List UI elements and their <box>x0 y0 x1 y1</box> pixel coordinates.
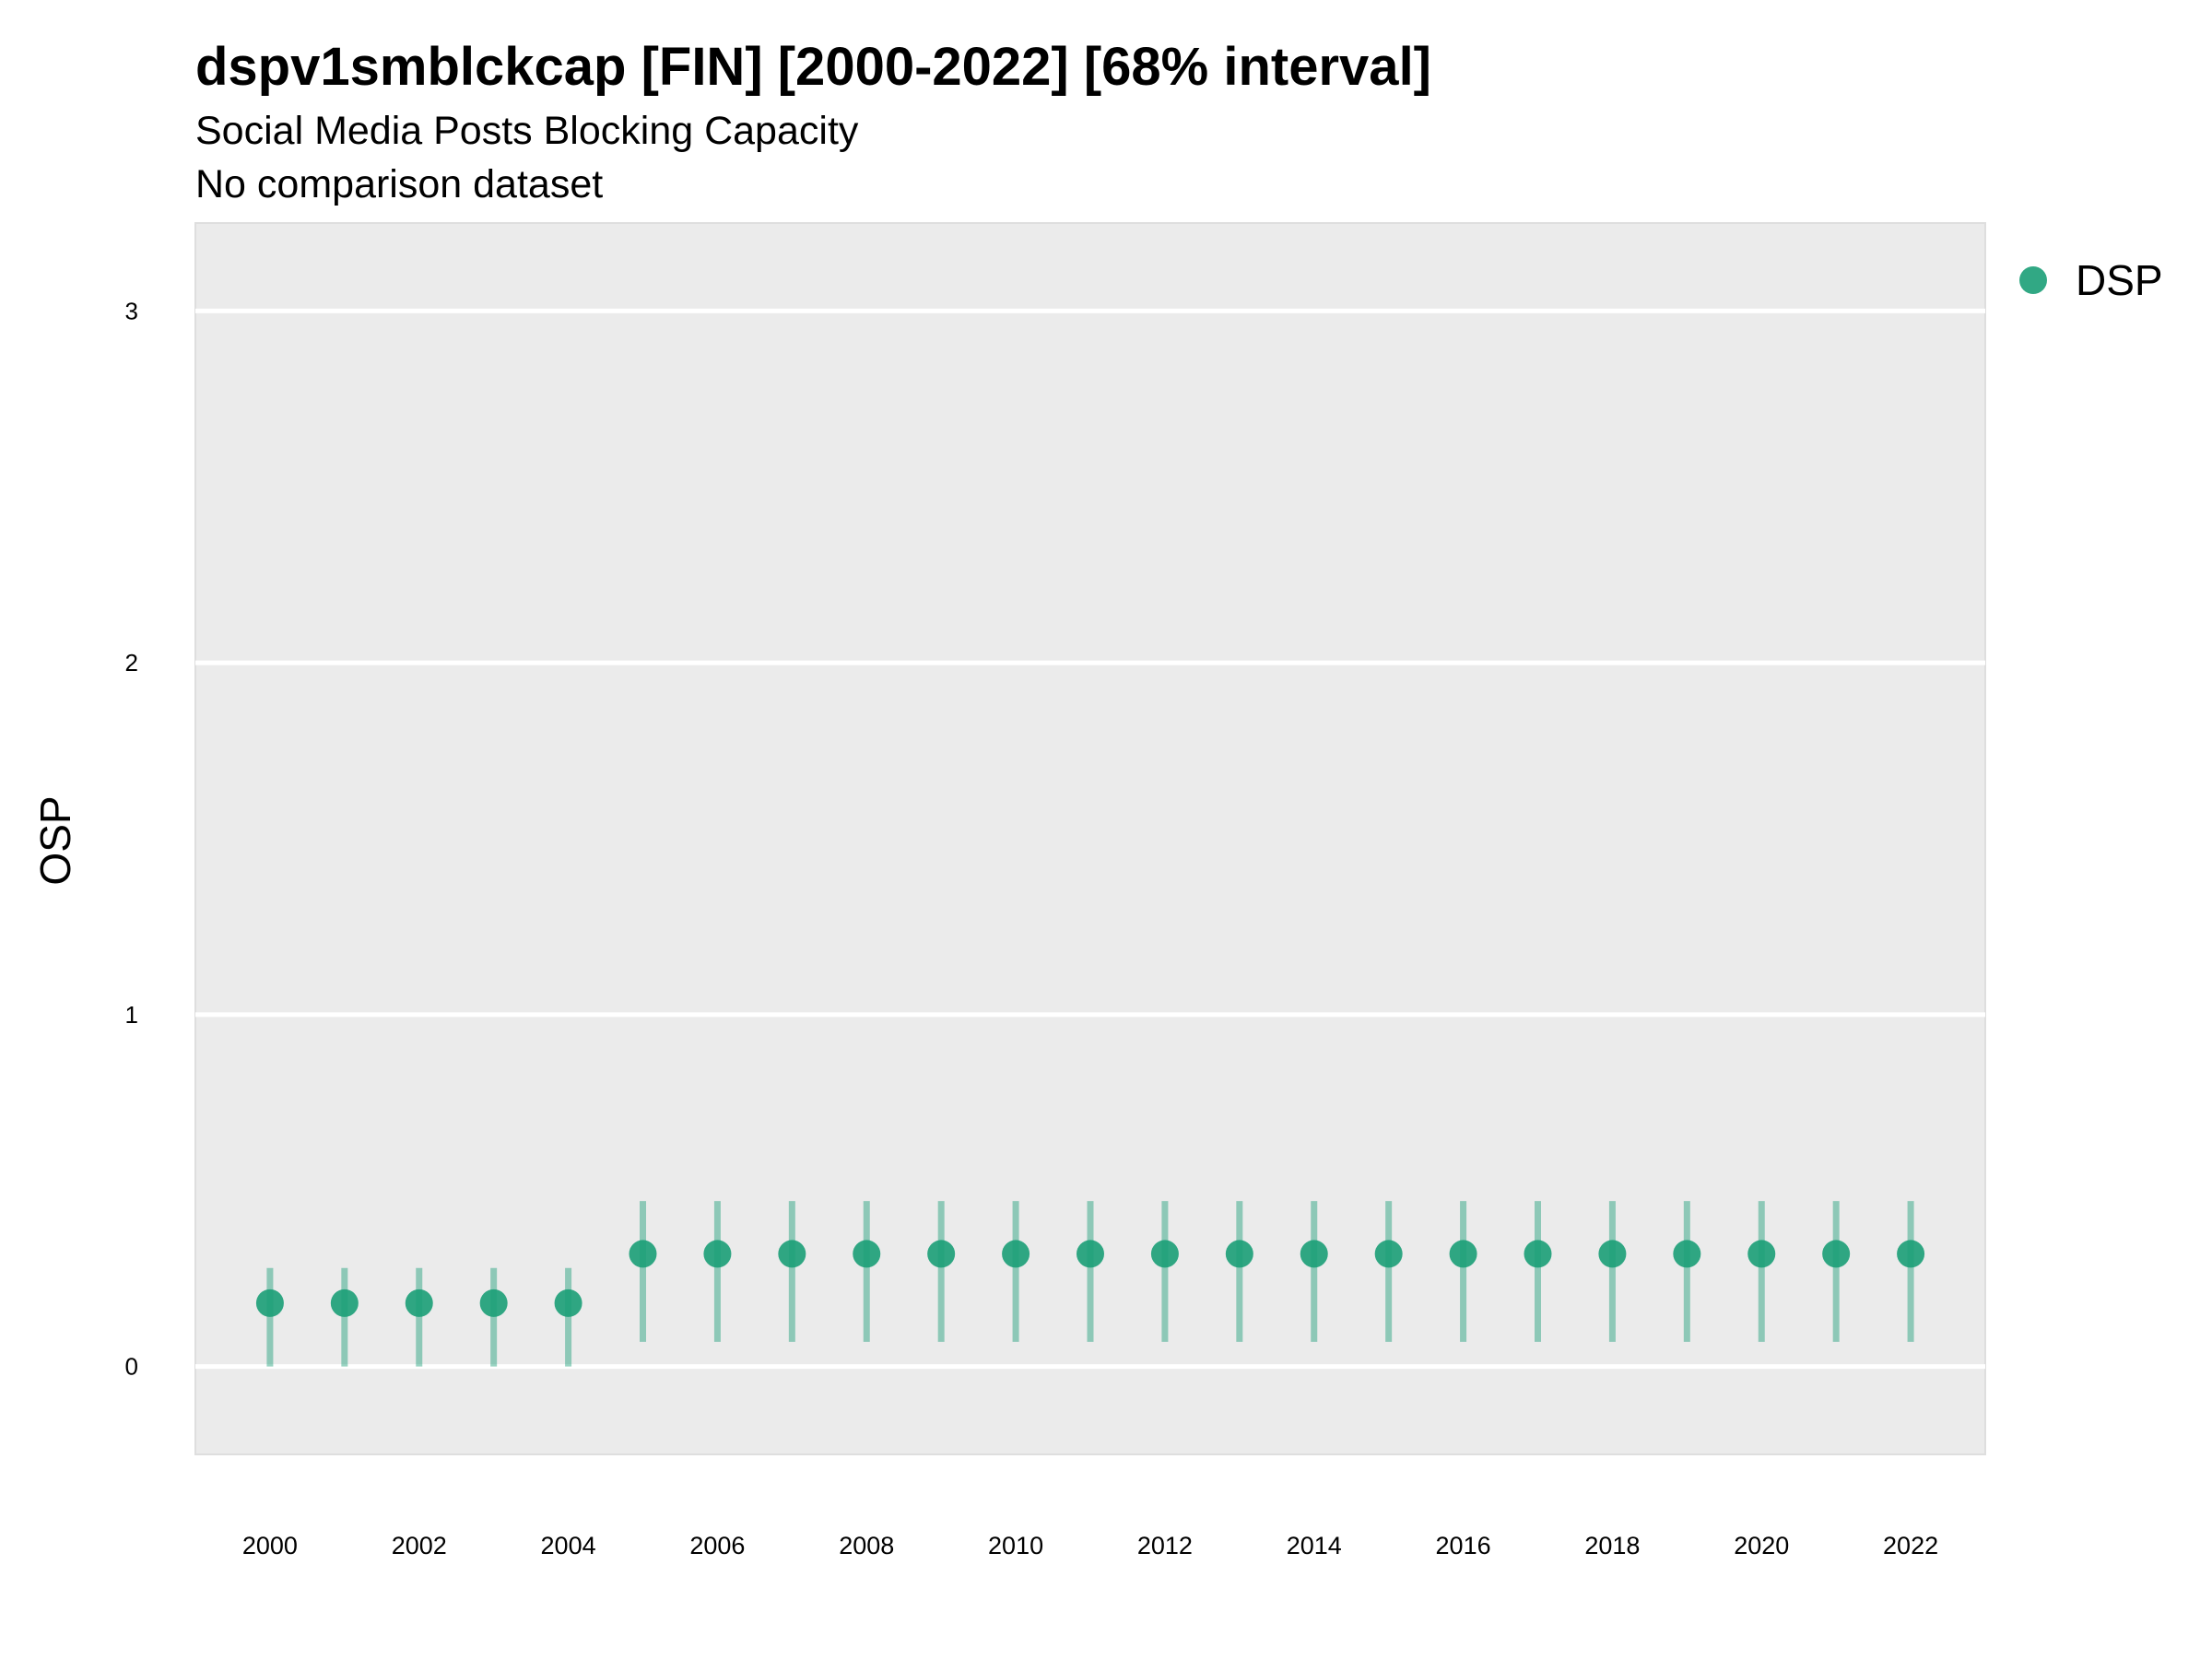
y-tick-label: 3 <box>125 297 138 324</box>
x-tick-label: 2018 <box>1584 1532 1640 1559</box>
x-tick-label: 2004 <box>541 1532 596 1559</box>
x-tick-label: 2020 <box>1734 1532 1789 1559</box>
data-point <box>1374 1240 1403 1268</box>
x-tick-label: 2002 <box>392 1532 447 1559</box>
data-point <box>853 1240 881 1268</box>
data-point <box>1524 1240 1552 1268</box>
data-point <box>629 1240 657 1268</box>
data-points <box>255 1240 1925 1317</box>
data-point <box>703 1240 732 1268</box>
x-tick-label: 2010 <box>988 1532 1043 1559</box>
data-point <box>927 1240 956 1268</box>
error-bars <box>266 1201 1914 1367</box>
data-point <box>1598 1240 1627 1268</box>
x-tick-labels: 2000 2002 2004 2006 2008 2010 2012 2014 2016 2018… <box>242 1532 1938 1559</box>
data-point <box>554 1288 582 1317</box>
data-point <box>255 1288 284 1317</box>
x-tick-label: 2008 <box>839 1532 894 1559</box>
chart-caption: No comparison dataset <box>195 162 603 206</box>
legend-marker <box>2019 266 2047 294</box>
x-tick-label: 2022 <box>1883 1532 1938 1559</box>
y-tick-labels: 0 1 2 3 <box>125 297 138 1380</box>
data-point <box>1077 1240 1104 1268</box>
data-point <box>1300 1240 1328 1268</box>
data-point <box>1002 1240 1030 1268</box>
data-point <box>1449 1240 1477 1268</box>
data-point <box>778 1240 806 1268</box>
y-axis-label: OSP <box>31 795 79 885</box>
x-tick-label: 2016 <box>1436 1532 1491 1559</box>
data-point <box>405 1288 433 1317</box>
legend: DSP <box>2019 256 2163 304</box>
x-tick-label: 2014 <box>1287 1532 1342 1559</box>
data-point <box>1822 1240 1851 1268</box>
x-tick-label: 2012 <box>1137 1532 1193 1559</box>
data-point <box>479 1288 508 1317</box>
y-tick-label: 0 <box>125 1353 138 1381</box>
x-tick-label: 2006 <box>689 1532 745 1559</box>
x-tick-label: 2000 <box>242 1532 298 1559</box>
y-tick-label: 2 <box>125 649 138 677</box>
data-point <box>1225 1240 1253 1268</box>
chart-subtitle: Social Media Posts Blocking Capacity <box>195 109 859 153</box>
data-point <box>1897 1240 1925 1268</box>
legend-label-dsp: DSP <box>2076 256 2163 304</box>
data-point <box>1673 1240 1701 1268</box>
chart-title: dspv1smblckcap [FIN] [2000-2022] [68% in… <box>195 37 1431 97</box>
data-point <box>330 1288 359 1317</box>
y-tick-label: 1 <box>125 1001 138 1029</box>
data-point <box>1150 1240 1179 1268</box>
data-point <box>1747 1240 1776 1268</box>
grid-lines <box>195 308 1985 1370</box>
